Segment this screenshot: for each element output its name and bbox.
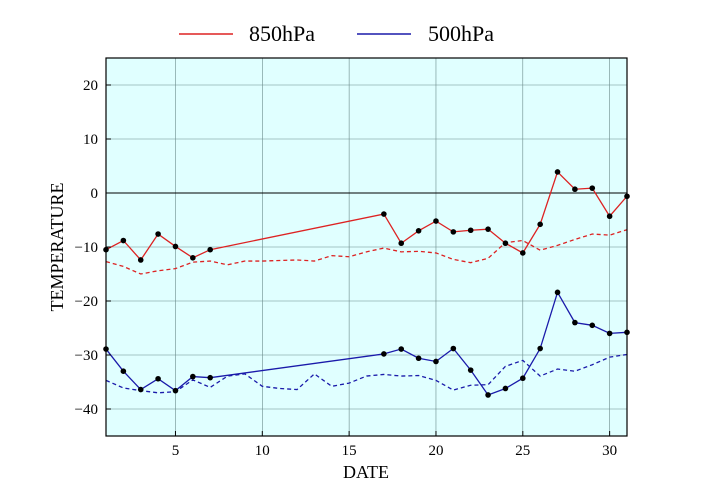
x-tick-label-25: 25	[515, 443, 530, 459]
point-500hpa-25	[520, 375, 526, 382]
point-500hpa-22	[467, 367, 474, 373]
point-850hpa-2	[120, 237, 127, 244]
y-tick-label--30: −30	[75, 348, 98, 364]
point-850hpa-7	[207, 246, 213, 253]
point-850hpa-30	[606, 213, 613, 220]
point-850hpa-23	[485, 226, 491, 232]
point-500hpa-27	[554, 289, 561, 296]
point-850hpa-28	[572, 186, 578, 193]
point-850hpa-6	[190, 254, 196, 261]
series-line-500hpa	[105, 290, 628, 396]
point-500hpa-21	[450, 345, 457, 352]
y-tick-label--10: −10	[75, 240, 98, 256]
y-tick-label-0: 0	[91, 186, 99, 202]
point-850hpa-25	[520, 250, 526, 256]
point-500hpa-7	[207, 374, 213, 381]
x-tick-label-20: 20	[428, 443, 443, 459]
point-850hpa-21	[450, 229, 457, 235]
point-500hpa-20	[433, 358, 439, 365]
point-850hpa-19	[415, 228, 422, 234]
point-850hpa-26	[537, 221, 543, 228]
series-line-500hpa-normal	[105, 353, 628, 394]
x-tick-label-15: 15	[342, 443, 357, 459]
point-850hpa-4	[155, 231, 161, 237]
legend-label-850hpa: 850hPa	[249, 21, 315, 46]
point-500hpa-3	[137, 386, 144, 393]
point-500hpa-5	[172, 387, 179, 394]
y-tick-label-10: 10	[83, 132, 98, 148]
x-axis-label: DATE	[343, 462, 389, 482]
point-500hpa-6	[190, 373, 196, 380]
point-500hpa-26	[537, 345, 543, 352]
x-tick-label-10: 10	[255, 443, 270, 459]
point-850hpa-18	[398, 240, 405, 247]
point-850hpa-27	[554, 169, 561, 175]
y-tick-label--20: −20	[75, 294, 98, 310]
point-850hpa-24	[502, 240, 509, 247]
x-tick-label-30: 30	[602, 443, 617, 459]
point-850hpa-5	[172, 243, 179, 250]
point-850hpa-3	[137, 257, 144, 263]
point-500hpa-19	[415, 355, 422, 362]
y-ticks: −40 −30 −20 −10 0 10 20	[75, 78, 111, 418]
y-tick-label--40: −40	[75, 402, 98, 418]
series-line-850hpa-normal	[105, 229, 628, 275]
point-500hpa-28	[572, 319, 578, 326]
point-500hpa-2	[120, 368, 127, 375]
legend-label-500hpa: 500hPa	[428, 21, 494, 46]
legend: 850hPa 500hPa	[179, 21, 494, 46]
point-850hpa-29	[589, 185, 596, 191]
series-markers	[103, 169, 630, 398]
point-500hpa-24	[502, 385, 509, 392]
y-axis-label: TEMPERATURE	[47, 182, 67, 311]
point-500hpa-17	[381, 351, 387, 357]
point-500hpa-4	[155, 375, 161, 382]
point-500hpa-18	[398, 346, 405, 352]
point-500hpa-23	[485, 392, 491, 398]
x-tick-label-5: 5	[172, 443, 180, 459]
point-500hpa-29	[589, 322, 596, 329]
series-lines	[105, 170, 628, 396]
x-ticks: 5 10 15 20 25 30	[172, 431, 617, 459]
y-tick-label-20: 20	[83, 78, 98, 94]
point-500hpa-30	[606, 330, 613, 337]
point-850hpa-22	[467, 227, 474, 234]
point-850hpa-20	[433, 218, 439, 224]
point-850hpa-17	[381, 211, 387, 217]
series-line-850hpa	[105, 170, 628, 262]
